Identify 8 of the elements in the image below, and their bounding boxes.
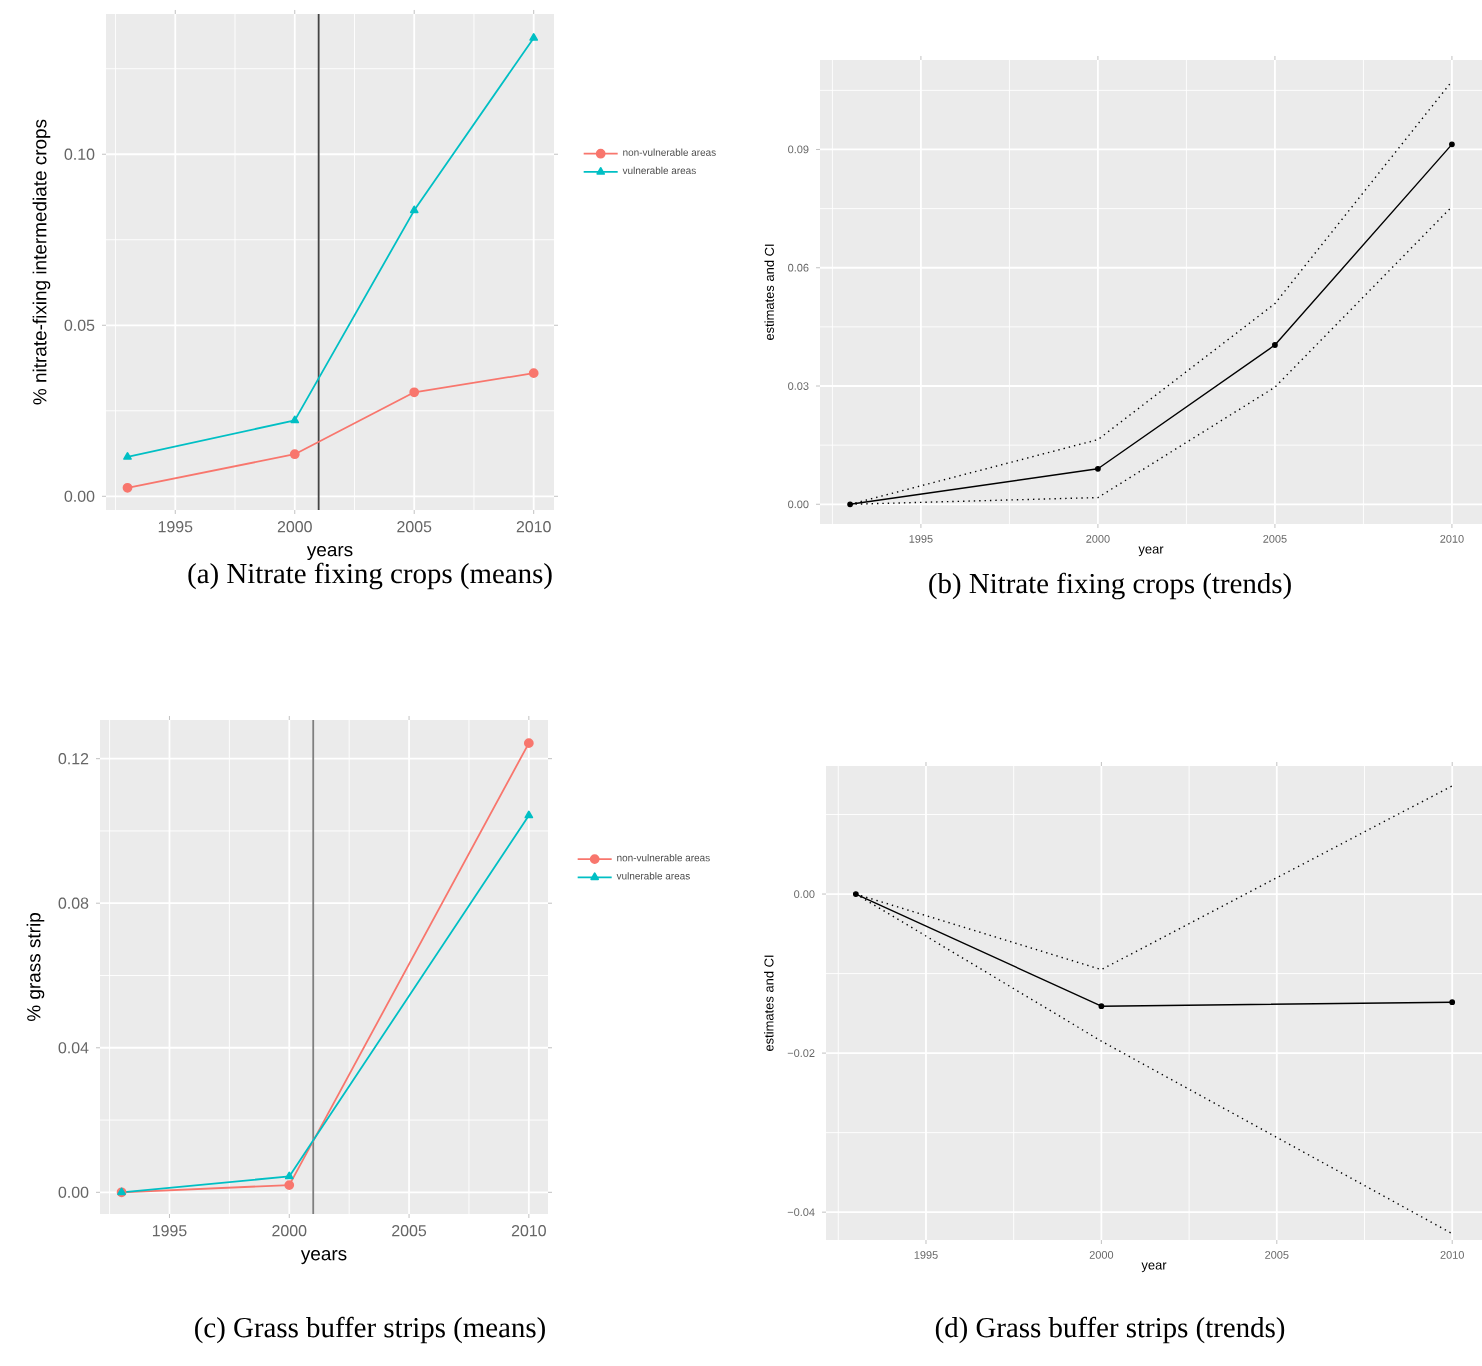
text: (d) Grass buffer strips (trends) [935, 1316, 1285, 1344]
text: (b) Nitrate fixing crops (trends) [929, 572, 1291, 600]
y-axis-title: % grass strip [26, 913, 45, 1022]
text: (c) Grass buffer strips (means) [195, 1316, 545, 1344]
y-axis-title: % nitrate-fixing intermediate crops [32, 119, 51, 405]
x-axis-title: years [300, 1250, 347, 1265]
text: (a) Nitrate fixing crops (means) [188, 562, 552, 590]
x-axis-title: years [306, 545, 353, 561]
